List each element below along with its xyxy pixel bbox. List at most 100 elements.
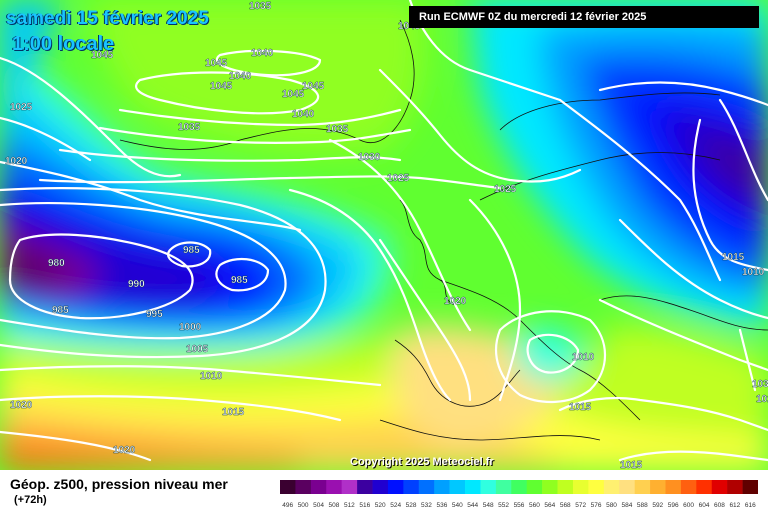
- isobar-label: 1030: [358, 152, 381, 163]
- legend-tick-label: 556: [514, 502, 525, 509]
- legend-swatch: [619, 480, 635, 494]
- legend-swatch: [372, 480, 389, 494]
- map-title: Géop. z500, pression niveau mer: [10, 476, 228, 492]
- legend-tick-label: 552: [498, 502, 509, 509]
- legend-tick-label: 616: [745, 502, 756, 509]
- legend-tick-label: 572: [575, 502, 586, 509]
- isobar-label: 1020: [5, 156, 28, 167]
- isobar-label: 1015: [620, 460, 643, 470]
- legend-tick-label: 524: [390, 502, 401, 509]
- legend-swatch: [295, 480, 312, 494]
- legend-swatch: [572, 480, 589, 494]
- legend-swatch: [511, 480, 528, 494]
- isobar-label: 1030: [752, 379, 768, 390]
- isobar-label: 1035: [249, 1, 272, 12]
- legend-swatch: [634, 480, 651, 494]
- legend-swatch: [588, 480, 605, 494]
- legend-tick-label: 584: [622, 502, 633, 509]
- isobar-label: 1025: [387, 173, 410, 184]
- isobar-label: 1045: [282, 89, 305, 100]
- legend-tick-label: 532: [421, 502, 432, 509]
- isobar-label: 1025: [494, 184, 517, 195]
- isobar-label: 1010: [572, 352, 595, 363]
- isobar-label: 990: [128, 279, 145, 290]
- legend-swatch: [696, 480, 713, 494]
- isobar-label: 1035: [326, 124, 349, 135]
- isobar-label: 1015: [569, 402, 592, 413]
- legend-swatch: [665, 480, 682, 494]
- legend-swatch: [434, 480, 450, 494]
- isobar-label: 1035: [178, 122, 201, 133]
- color-legend: 496 500 504 508 512 516 520 524 528 532 536 540 544 5…: [280, 480, 758, 509]
- isobar-label: 1045: [210, 81, 233, 92]
- legend-tick-label: 568: [560, 502, 571, 509]
- legend-swatch: [341, 480, 358, 494]
- legend-swatch: [680, 480, 697, 494]
- legend-swatch: [357, 480, 373, 494]
- legend-tick-label: 548: [483, 502, 494, 509]
- legend-swatch: [557, 480, 574, 494]
- legend-swatch: [542, 480, 558, 494]
- legend-swatch: [403, 480, 420, 494]
- legend-swatch: [480, 480, 497, 494]
- legend-swatch: [465, 480, 481, 494]
- isobar-label: 1025: [756, 394, 768, 405]
- isobar-label: 1015: [222, 407, 245, 418]
- isobar-label: 1040: [229, 71, 252, 82]
- isobar-labels: 1035104510451040104510401045104510451025…: [5, 1, 768, 470]
- isobar-label: 1020: [444, 296, 467, 307]
- legend-swatch: [418, 480, 435, 494]
- legend-swatch: [310, 480, 327, 494]
- legend-tick-label: 608: [714, 502, 725, 509]
- isobar-label: 1045: [302, 81, 325, 92]
- isobar-label: 1000: [179, 322, 202, 333]
- isobar-label: 985: [231, 275, 248, 286]
- legend-tick-label: 604: [699, 502, 710, 509]
- isobar-label: 985: [52, 305, 69, 316]
- isobar-label: 995: [146, 309, 163, 320]
- isobar-label: 980: [48, 258, 65, 269]
- legend-tick-label: 592: [652, 502, 663, 509]
- legend-swatch: [449, 480, 466, 494]
- run-label: Run ECMWF 0Z du mercredi 12 février 2025: [409, 6, 759, 28]
- legend-swatch: [711, 480, 728, 494]
- legend-tick-label: 596: [668, 502, 679, 509]
- legend-tick-label: 544: [467, 502, 478, 509]
- weather-map: 1035104510451040104510401045104510451025…: [0, 0, 768, 470]
- isobar-label: 1045: [91, 50, 114, 61]
- isobar-label: 1020: [10, 400, 33, 411]
- forecast-time: 1:00 locale: [12, 33, 115, 55]
- legend-swatch: [387, 480, 404, 494]
- isobar-label: 1040: [292, 109, 315, 120]
- isobar-label: 1015: [722, 252, 745, 263]
- legend-swatch: [280, 480, 296, 494]
- legend-tick-label: 516: [359, 502, 370, 509]
- legend-swatch: [326, 480, 342, 494]
- forecast-date: samedi 15 février 2025: [6, 8, 209, 29]
- copyright-text: Copyright 2025 Meteociel.fr: [350, 456, 494, 468]
- legend-tick-label: 504: [313, 502, 324, 509]
- legend-tick-label: 560: [529, 502, 540, 509]
- legend-tick-label: 588: [637, 502, 648, 509]
- isobar-label: 1045: [205, 58, 228, 69]
- forecast-offset: (+72h): [14, 494, 47, 506]
- legend-tick-label: 500: [298, 502, 309, 509]
- legend-tick-label: 576: [591, 502, 602, 509]
- geopotential-field: [0, 0, 768, 470]
- legend-swatch: [526, 480, 543, 494]
- legend-swatch: [650, 480, 666, 494]
- legend-tick-label: 600: [683, 502, 694, 509]
- isobar-label: 1040: [251, 48, 274, 59]
- legend-tick-label: 512: [344, 502, 355, 509]
- legend-tick-label: 528: [406, 502, 417, 509]
- legend-swatch: [742, 480, 758, 494]
- legend-tick-label: 612: [729, 502, 740, 509]
- isobar-label: 1025: [10, 102, 33, 113]
- isobar-lines: [0, 0, 768, 462]
- legend-swatch: [727, 480, 743, 494]
- legend-tick-label: 564: [544, 502, 555, 509]
- legend-tick-label: 536: [436, 502, 447, 509]
- legend-tick-label: 580: [606, 502, 617, 509]
- legend-tick-label: 520: [375, 502, 386, 509]
- legend-tick-label: 508: [329, 502, 340, 509]
